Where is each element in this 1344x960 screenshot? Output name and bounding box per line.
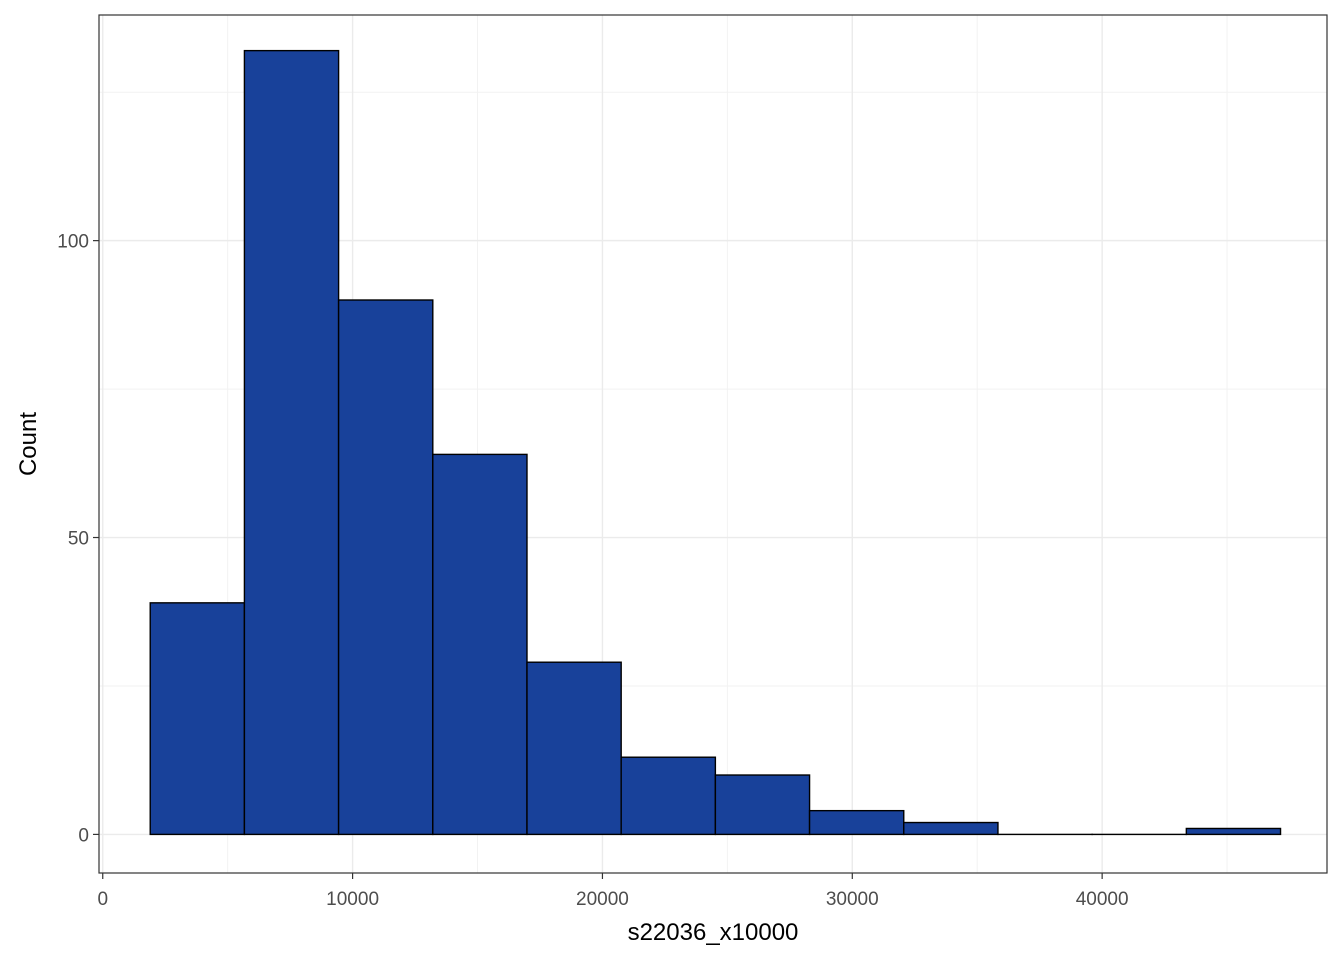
panel-border bbox=[98, 14, 1328, 874]
y-axis-title: Count bbox=[15, 412, 42, 476]
histogram-bar-9 bbox=[903, 821, 999, 836]
histogram-bar-4 bbox=[432, 453, 528, 836]
axis-tick-labels: 0 10000 20000 30000 40000 0 50 100 bbox=[57, 232, 1128, 910]
y-tick-label: 100 bbox=[57, 232, 89, 253]
histogram-bar-2 bbox=[243, 49, 340, 836]
bars bbox=[149, 49, 1282, 836]
x-tick-label: 40000 bbox=[1076, 889, 1129, 910]
y-tick-label: 50 bbox=[68, 529, 89, 550]
histogram-bar-7 bbox=[714, 774, 811, 836]
histogram-bar-6 bbox=[620, 756, 717, 836]
histogram-bar-1 bbox=[149, 602, 246, 836]
y-tick-label: 0 bbox=[78, 825, 89, 846]
x-tick-label: 10000 bbox=[326, 889, 379, 910]
histogram-bar-5 bbox=[526, 661, 622, 836]
x-axis-title: s22036_x10000 bbox=[628, 919, 799, 946]
x-tick-label: 20000 bbox=[576, 889, 629, 910]
histogram-bar-8 bbox=[808, 809, 905, 836]
x-tick-label: 30000 bbox=[826, 889, 879, 910]
histogram-bar-12 bbox=[1185, 827, 1282, 836]
histogram-bar-3 bbox=[337, 299, 434, 836]
x-tick-label: 0 bbox=[97, 889, 108, 910]
axis-ticks bbox=[93, 240, 1103, 879]
